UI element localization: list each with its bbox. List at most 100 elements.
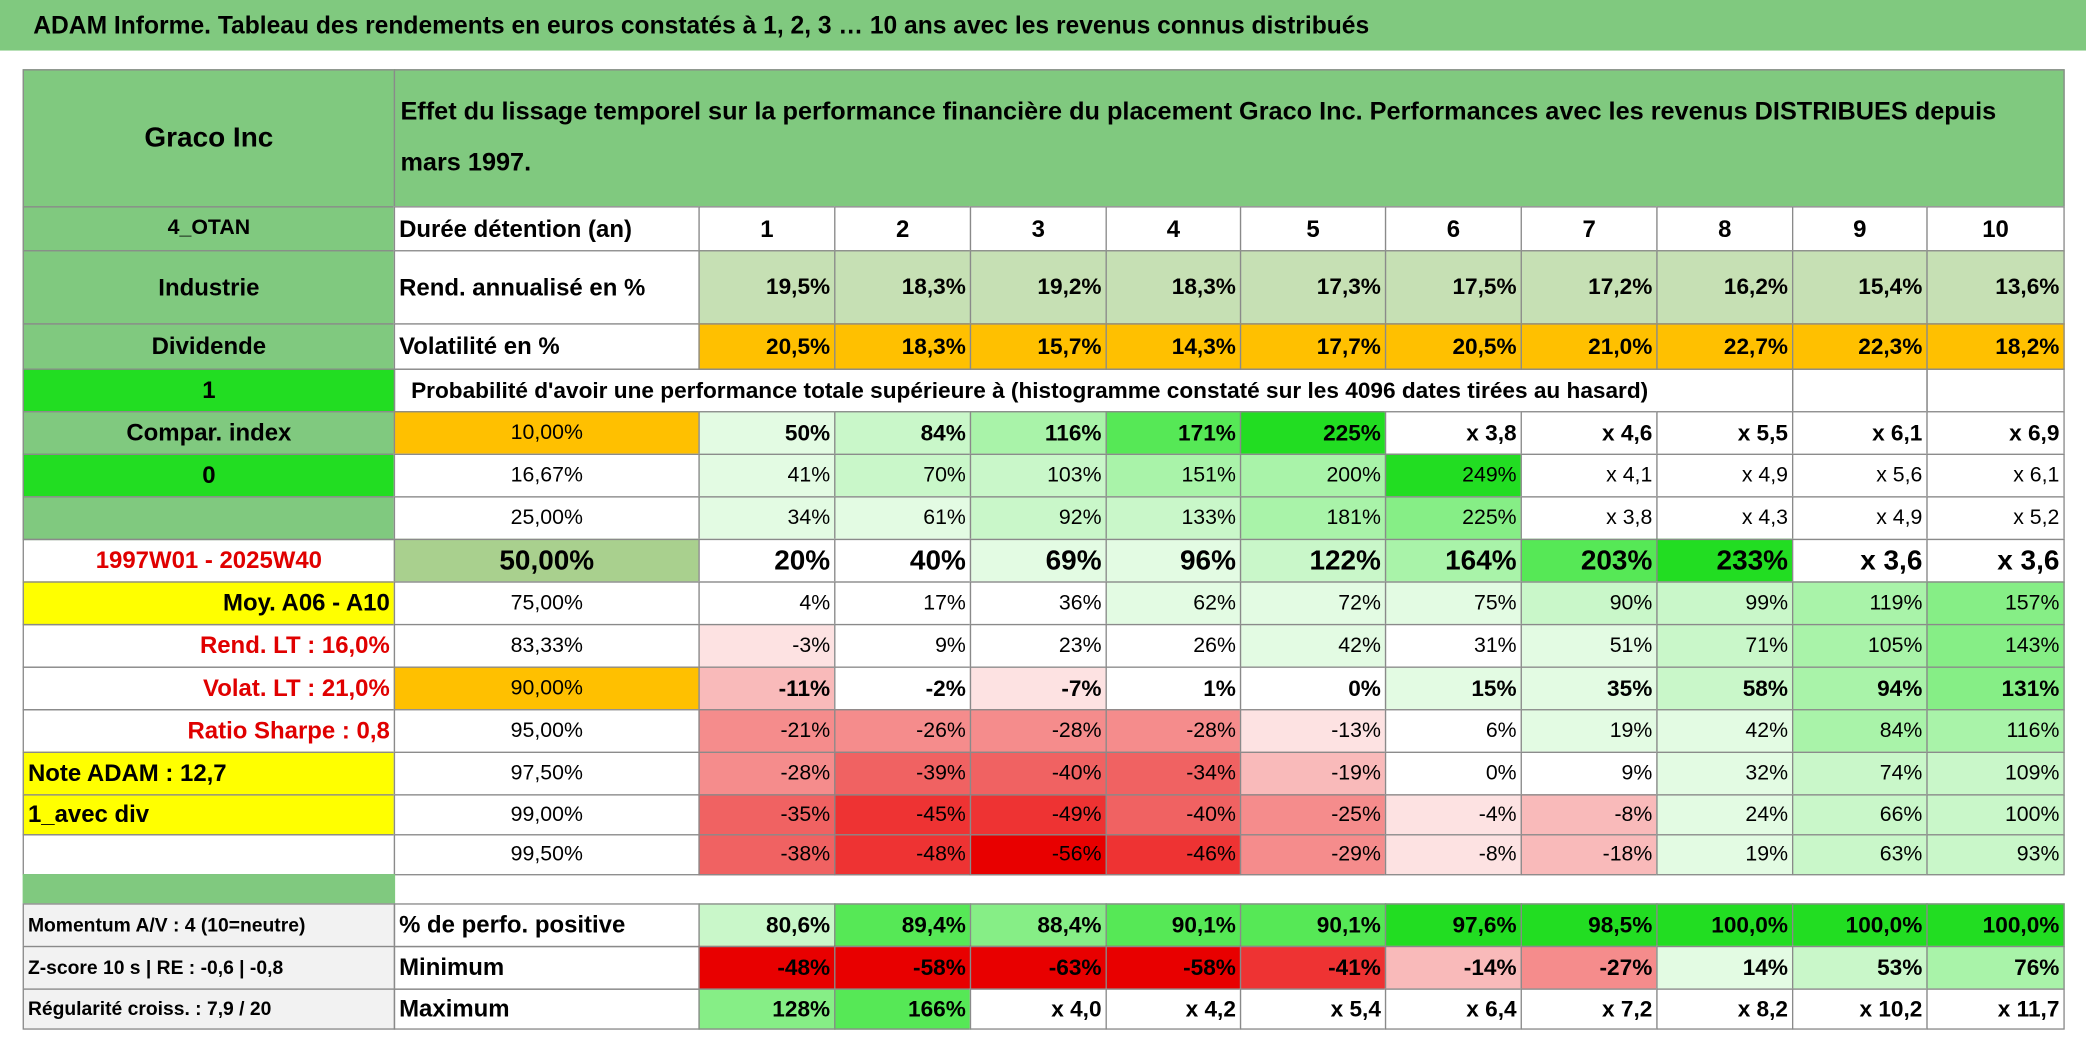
value-cell: 15,7% (969, 323, 1107, 370)
value-cell: 103% (969, 453, 1107, 498)
row-label: % de perfo. positive (393, 903, 700, 948)
value-cell: 19,2% (969, 250, 1107, 325)
row-label: 25,00% (393, 496, 700, 541)
row-header: Note ADAM : 12,7 (22, 751, 396, 796)
value-cell: 9 (1791, 206, 1928, 252)
value-cell: -41% (1239, 945, 1387, 990)
value-cell: 0% (1239, 666, 1387, 711)
value-cell: 157% (1926, 581, 2065, 626)
row-header: Industrie (22, 250, 396, 325)
value-cell: -13% (1239, 709, 1387, 753)
value-cell: x 8,2 (1656, 988, 1794, 1030)
value-cell: -34% (1105, 751, 1242, 796)
value-cell: -48% (698, 945, 836, 990)
value-cell: 119% (1791, 581, 1928, 626)
value-cell: 21,0% (1520, 323, 1658, 370)
value-cell: x 6,4 (1384, 988, 1522, 1030)
row-label: 83,33% (393, 623, 700, 668)
value-cell: 88,4% (969, 903, 1107, 948)
value-cell: 151% (1105, 453, 1242, 498)
value-cell: 225% (1384, 496, 1522, 541)
row-header: Dividende (22, 323, 396, 370)
value-cell: -11% (698, 666, 836, 711)
value-cell: -29% (1239, 834, 1387, 876)
row-label: Probabilité d'avoir une performance tota… (393, 368, 1794, 413)
value-cell: 249% (1384, 453, 1522, 498)
value-cell: 100,0% (1656, 903, 1794, 948)
row-header: 1997W01 - 2025W40 (22, 538, 396, 583)
value-cell: 71% (1656, 623, 1794, 668)
value-cell: 17,3% (1239, 250, 1387, 325)
row-header: Momentum A/V : 4 (10=neutre) (22, 903, 396, 948)
value-cell: 16,2% (1656, 250, 1794, 325)
value-cell: x 3,6 (1926, 538, 2065, 583)
value-cell: 171% (1105, 411, 1242, 455)
spacer (22, 874, 396, 905)
value-cell: 1 (698, 206, 836, 252)
row-header (22, 834, 396, 876)
value-cell: 9% (834, 623, 972, 668)
value-cell: 58% (1656, 666, 1794, 711)
value-cell: 93% (1926, 834, 2065, 876)
value-cell: 122% (1239, 538, 1387, 583)
value-cell: x 11,7 (1926, 988, 2065, 1030)
value-cell: 10 (1926, 206, 2065, 252)
value-cell: -38% (698, 834, 836, 876)
value-cell: 233% (1656, 538, 1794, 583)
value-cell: 35% (1520, 666, 1658, 711)
row-header: Volat. LT : 21,0% (22, 666, 396, 711)
value-cell: 23% (969, 623, 1107, 668)
cell (1791, 368, 1928, 413)
value-cell: 17,2% (1520, 250, 1658, 325)
value-cell: x 4,9 (1791, 496, 1928, 541)
value-cell: -2% (834, 666, 972, 711)
value-cell: 89,4% (834, 903, 972, 948)
value-cell: -56% (969, 834, 1107, 876)
value-cell: 90,1% (1105, 903, 1242, 948)
value-cell: -63% (969, 945, 1107, 990)
value-cell: x 7,2 (1520, 988, 1658, 1030)
value-cell: x 10,2 (1791, 988, 1928, 1030)
row-label: 75,00% (393, 581, 700, 626)
value-cell: 62% (1105, 581, 1242, 626)
value-cell: 200% (1239, 453, 1387, 498)
value-cell: 74% (1791, 751, 1928, 796)
value-cell: 7 (1520, 206, 1658, 252)
value-cell: 96% (1105, 538, 1242, 583)
value-cell: 100,0% (1926, 903, 2065, 948)
value-cell: 133% (1105, 496, 1242, 541)
row-header: 1 (22, 368, 396, 413)
value-cell: -58% (1105, 945, 1242, 990)
value-cell: x 3,8 (1384, 411, 1522, 455)
row-label: Volatilité en % (393, 323, 700, 370)
value-cell: 17% (834, 581, 972, 626)
row-label: 16,67% (393, 453, 700, 498)
value-cell: 18,3% (834, 323, 972, 370)
value-cell: x 4,9 (1656, 453, 1794, 498)
value-cell: 131% (1926, 666, 2065, 711)
value-cell: 116% (1926, 709, 2065, 753)
value-cell: 109% (1926, 751, 2065, 796)
value-cell: -40% (969, 751, 1107, 796)
row-label: 97,50% (393, 751, 700, 796)
row-header: Régularité croiss. : 7,9 / 20 (22, 988, 396, 1030)
value-cell: 143% (1926, 623, 2065, 668)
value-cell: 105% (1791, 623, 1928, 668)
value-cell: x 5,4 (1239, 988, 1387, 1030)
value-cell: 225% (1239, 411, 1387, 455)
cell (1926, 368, 2065, 413)
value-cell: 20,5% (698, 323, 836, 370)
value-cell: -21% (698, 709, 836, 753)
value-cell: -8% (1384, 834, 1522, 876)
value-cell: 94% (1791, 666, 1928, 711)
value-cell: 181% (1239, 496, 1387, 541)
value-cell: 97,6% (1384, 903, 1522, 948)
value-cell: -25% (1239, 794, 1387, 836)
row-label: 95,00% (393, 709, 700, 753)
value-cell: 166% (834, 988, 972, 1030)
value-cell: 4% (698, 581, 836, 626)
value-cell: 98,5% (1520, 903, 1658, 948)
value-cell: 26% (1105, 623, 1242, 668)
row-header: Compar. index (22, 411, 396, 455)
